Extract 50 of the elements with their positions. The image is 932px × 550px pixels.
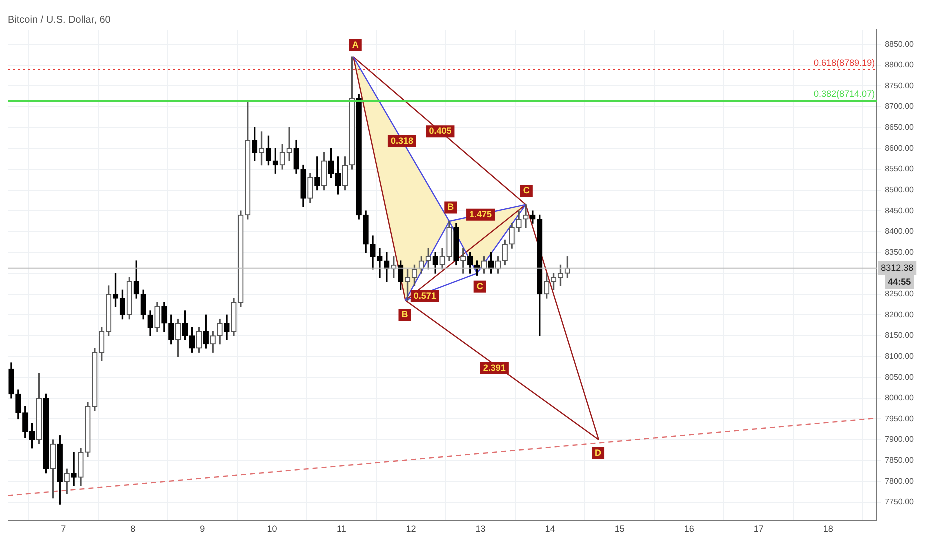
y-tick-label: 8450.00 [885, 206, 915, 216]
x-tick-label: 12 [406, 524, 416, 534]
y-tick-label: 8600.00 [885, 144, 915, 153]
annotation: D [595, 448, 602, 458]
annotation: 0.571 [414, 290, 436, 301]
y-tick-label: 8750.00 [885, 81, 915, 90]
x-tick-label: 9 [200, 524, 206, 534]
y-tick-label: 7750.00 [885, 498, 915, 507]
text: 44:55 [888, 276, 912, 287]
y-tick-label: 7950.00 [885, 414, 915, 424]
y-tick-label: 8050.00 [885, 372, 915, 382]
annotation: 0.405 [429, 126, 452, 136]
annotation: 0.318 [390, 136, 414, 146]
x-tick-label: 11 [337, 524, 346, 534]
annotation: 1.475 [470, 209, 492, 220]
ref-line-label: 8312.38 [881, 262, 914, 273]
y-tick-label: 8250.00 [885, 290, 915, 299]
annotation: B [448, 202, 455, 212]
x-tick-label: 14 [545, 524, 556, 534]
annotation: 2.391 [483, 362, 506, 373]
y-tick-label: 8350.00 [885, 248, 915, 257]
y-tick-label: 7850.00 [885, 456, 915, 466]
ref-line-label: 0.618(8789.19) [814, 58, 876, 68]
y-tick-label: 8650.00 [885, 123, 915, 132]
annotation: A [352, 40, 360, 50]
chart-title: Bitcoin / U.S. Dollar, 60 [8, 14, 112, 26]
x-tick-label: 13 [476, 524, 486, 534]
y-tick-label: 7800.00 [885, 476, 915, 486]
y-tick-label: 8400.00 [885, 227, 915, 236]
x-tick-label: 18 [823, 524, 834, 534]
y-tick-label: 8100.00 [885, 352, 915, 361]
x-tick-label: 17 [754, 524, 764, 534]
y-tick-label: 7900.00 [885, 435, 915, 444]
y-tick-label: 8200.00 [885, 310, 915, 320]
annotation: C [523, 186, 530, 196]
x-tick-label: 15 [614, 524, 625, 534]
y-tick-label: 8000.00 [885, 394, 915, 403]
ref-line-label: 0.382(8714.07) [814, 89, 876, 100]
y-tick-label: 8150.00 [885, 331, 915, 340]
x-tick-label: 10 [267, 524, 278, 534]
x-tick-label: 7 [61, 524, 66, 534]
annotation: B [402, 310, 409, 320]
y-tick-label: 8550.00 [885, 164, 915, 174]
y-tick-label: 8700.00 [885, 102, 915, 112]
x-tick-label: 8 [130, 524, 136, 534]
y-tick-label: 8500.00 [885, 185, 915, 194]
annotation: C [476, 281, 484, 292]
y-tick-label: 8800.00 [885, 60, 915, 70]
x-tick-label: 16 [684, 524, 694, 534]
y-tick-label: 8850.00 [885, 40, 915, 49]
